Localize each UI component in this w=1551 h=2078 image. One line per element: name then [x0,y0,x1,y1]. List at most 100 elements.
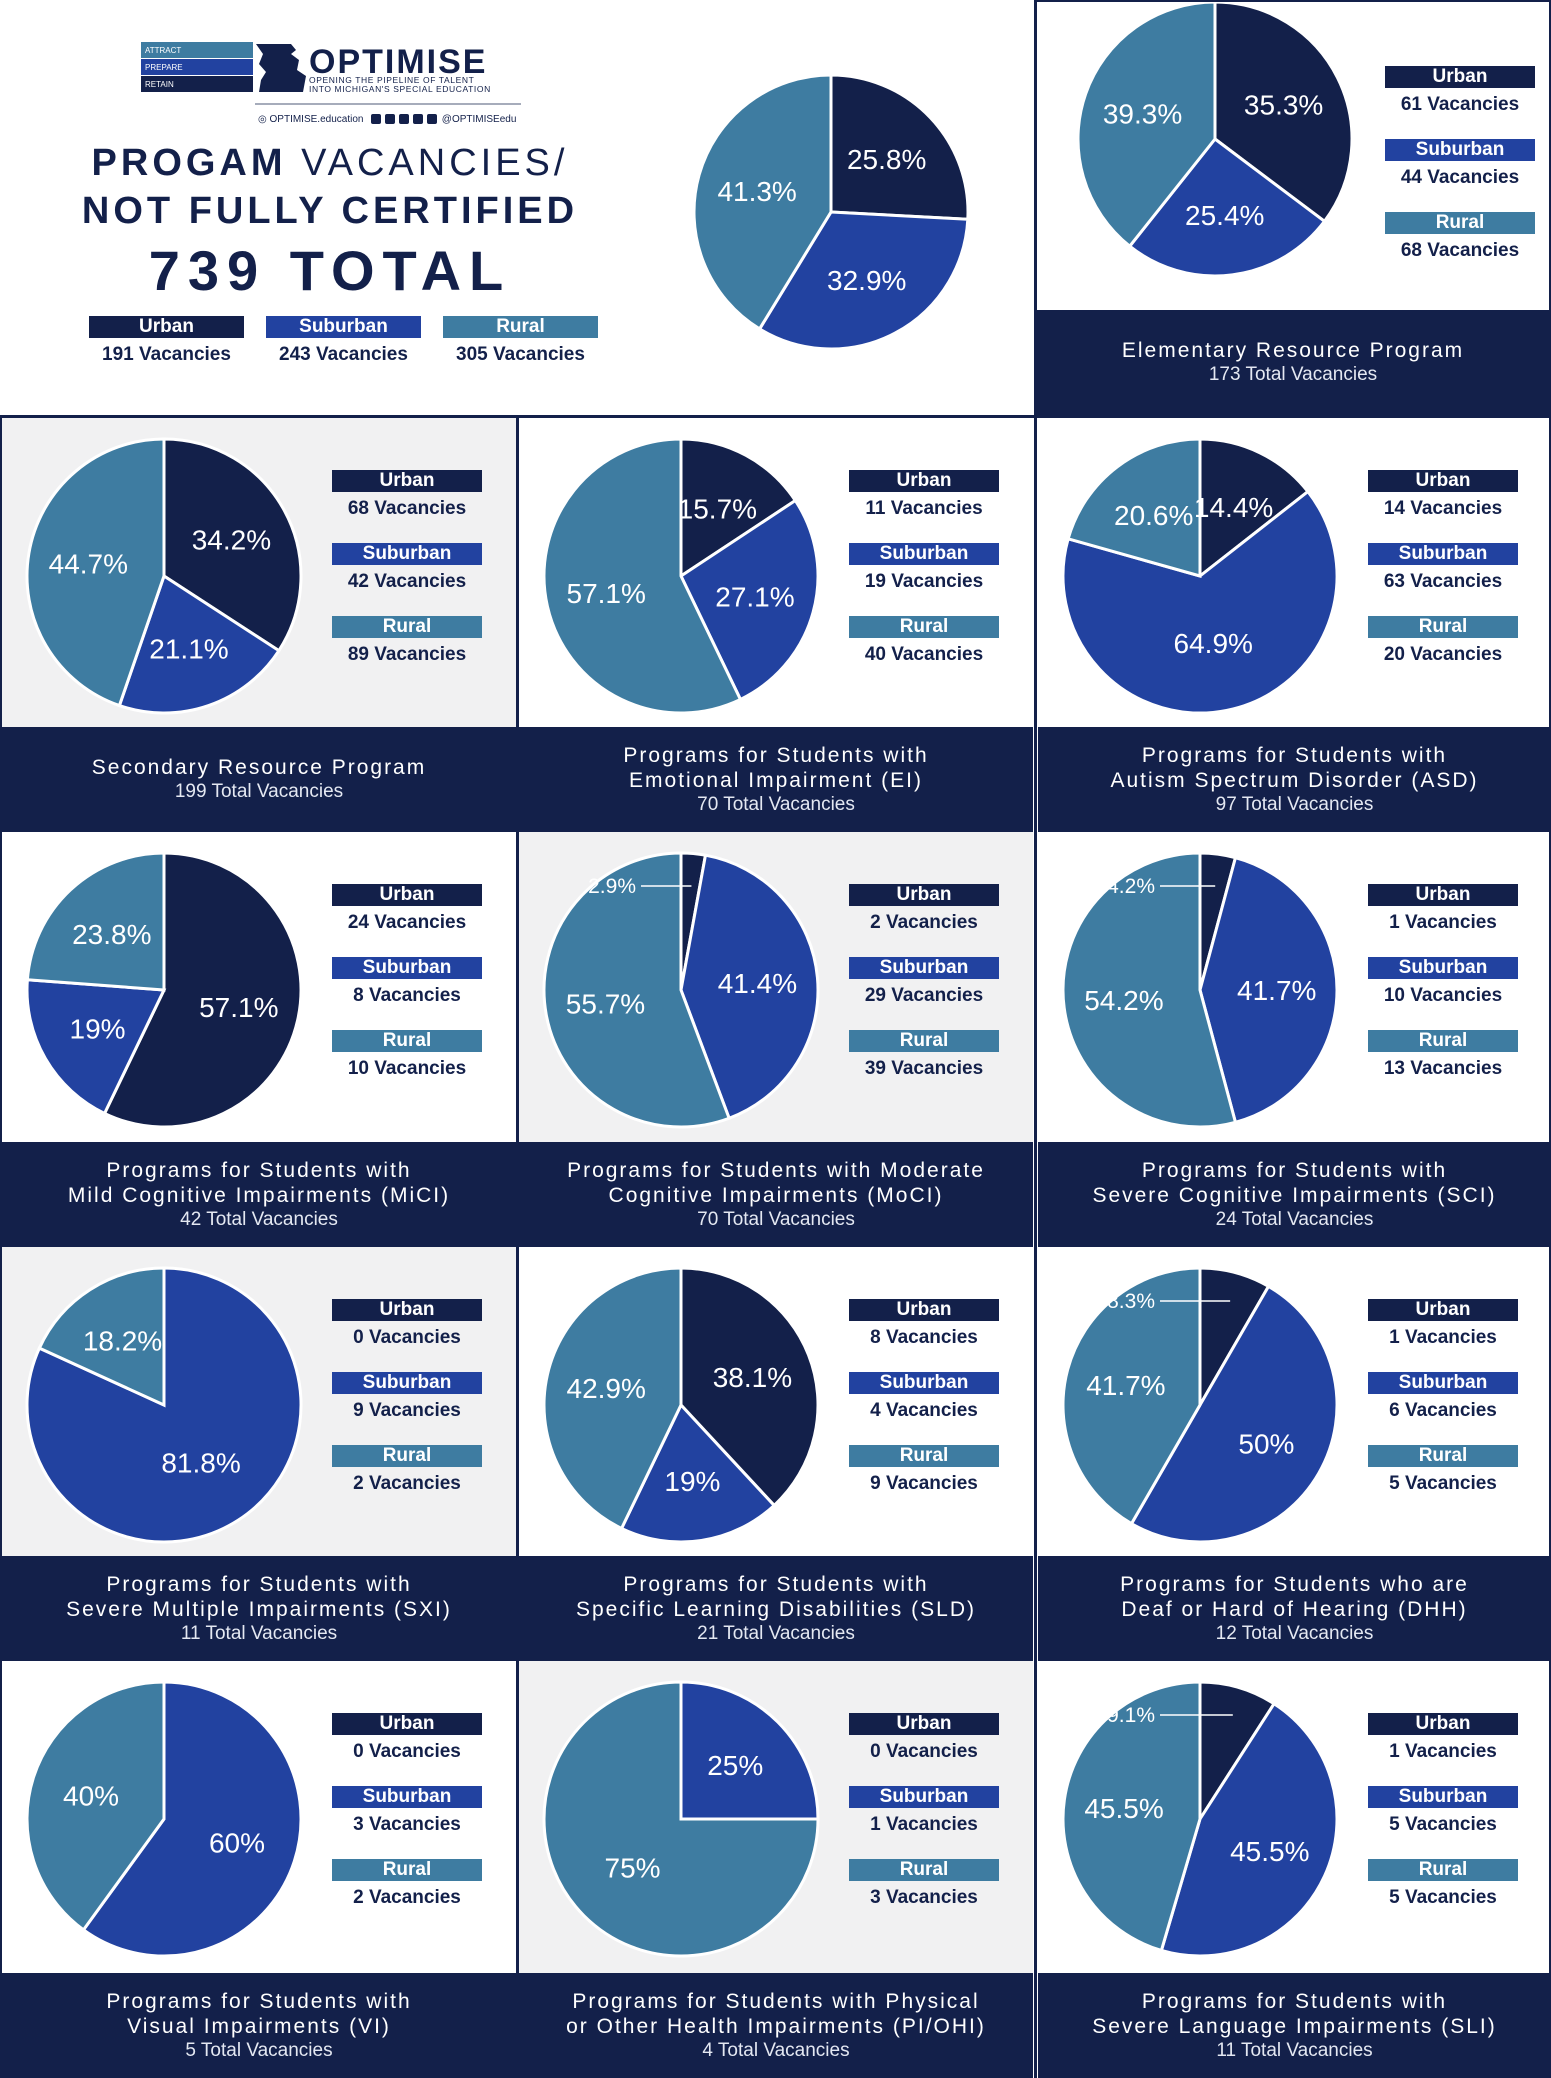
pie-slice-rural [25,851,166,992]
social-handle[interactable]: @OPTIMISEedu [441,114,517,125]
header-legend-rural: Rural 305 Vacancies [443,316,598,366]
pie-slice-urban [1198,1680,1277,1825]
legend-count: 9 Vacancies [353,1400,461,1421]
tiktok-icon[interactable] [413,114,424,125]
legend: Urban 24 Vacancies Suburban 8 Vacancies Rura… [332,884,482,1103]
chart-footer: Secondary Resource Program 199 Total Vaca… [2,727,516,832]
optimise-logo: ATTRACT PREPARE RETAIN OPTIMISE OPENING … [141,42,521,105]
chart-total: 21 Total Vacancies [697,1622,855,1644]
slice-label-rural: 45.5% [1084,1793,1163,1824]
legend-badge: Suburban [332,957,482,979]
slice-label-rural: 40% [63,1780,119,1811]
pie-slice-urban [1213,2,1354,224]
legend-count: 42 Vacancies [347,571,467,592]
legend-badge: Urban [1368,884,1518,906]
slice-label-rural: 23.8% [72,919,151,950]
chart-panel-overall: 25.8% 32.9% 41.3% [650,60,1034,415]
legend: Urban 68 Vacancies Suburban 42 Vacancies Rur… [332,470,482,689]
legend-item-rural: Rural 3 Vacancies [849,1859,999,1909]
legend-item-urban: Urban 11 Vacancies [849,470,999,520]
legend-badge: Suburban [332,1786,482,1808]
chart-total: 11 Total Vacancies [180,1622,338,1644]
legend: Urban 61 Vacancies Suburban 44 Vacancies Rur… [1385,66,1535,285]
youtube-icon[interactable] [427,114,438,125]
pie-slice-suburban [1129,1284,1339,1544]
pie-chart-pi_ohi: 25% 75% [542,1680,820,1958]
slice-label-rural: 55.7% [566,989,645,1020]
pie-slice-rural [25,1680,166,1932]
pie-slice-suburban [25,1266,303,1544]
legend-badge: Urban [1368,470,1518,492]
chart-footer: Programs for Students with Severe Cognit… [1038,1142,1551,1247]
pie-slice-suburban [679,1680,820,1821]
instagram-icon[interactable] [385,114,396,125]
legend-badge: Rural [1368,1030,1518,1052]
legend-count: 10 Vacancies [1383,985,1503,1006]
slice-label-rural: 18.2% [83,1325,162,1356]
website-link[interactable]: OPTIMISE.education [269,114,364,125]
legend-badge: Rural [332,1030,482,1052]
legend-count: 61 Vacancies [1400,94,1520,115]
legend-count: 5 Vacancies [1389,1887,1497,1908]
legend-item-suburban: Suburban 5 Vacancies [1368,1786,1518,1836]
legend-count: 4 Vacancies [870,1400,978,1421]
pie-chart-dhh: 8.3% 50% 41.7% [1061,1266,1339,1544]
chart-panel-mici: 57.1% 19% 23.8% Urban 24 Vacancies Suburban 8 … [2,832,516,1247]
chart-title: Programs for Students with Emotional Imp… [623,743,929,792]
pie-chart-sxi: 81.8% 18.2% [25,1266,303,1544]
legend-item-urban: Urban 68 Vacancies [332,470,482,520]
slice-label-rural: 20.6% [1114,500,1193,531]
legend-badge: Urban [332,884,482,906]
legend-badge: Rural [1368,1859,1518,1881]
chart-footer: Programs for Students with Severe Multip… [2,1556,516,1661]
pie-slice-rural [1066,437,1202,578]
slice-label-urban: 4.2% [1107,875,1155,898]
legend-badge: Urban [332,470,482,492]
legend-count: 2 Vacancies [353,1887,461,1908]
chart-footer: Elementary Resource Program 173 Total Vac… [1037,310,1549,415]
legend-count: 243 Vacancies [279,344,408,365]
chart-total: 4 Total Vacancies [702,2039,850,2061]
legend-item-urban: Urban 2 Vacancies [849,884,999,934]
slice-label-suburban: 41.7% [1237,975,1316,1006]
legend-item-suburban: Suburban 8 Vacancies [332,957,482,1007]
chart-panel-moci: 2.9% 41.4% 55.7% Urban 2 Vacancies Suburban 29… [519,832,1033,1247]
legend-item-suburban: Suburban 29 Vacancies [849,957,999,1007]
slice-label-suburban: 60% [209,1828,265,1859]
legend: Urban 1 Vacancies Suburban 5 Vacancies Rural… [1368,1713,1518,1932]
legend-badge: Suburban [849,957,999,979]
linkedin-icon[interactable] [399,114,410,125]
slice-label-rural: 54.2% [1084,985,1163,1016]
pie-chart-mici: 57.1% 19% 23.8% [25,851,303,1129]
chart-panel-secondary: 34.2% 21.1% 44.7% Urban 68 Vacancies Suburban… [2,418,516,832]
legend-badge: Suburban [849,1372,999,1394]
legend: Urban 11 Vacancies Suburban 19 Vacancies Rur… [849,470,999,689]
pie-slice-rural [1061,851,1238,1129]
legend-badge: Urban [849,1713,999,1735]
legend-item-rural: Rural 89 Vacancies [332,616,482,666]
legend-badge: Urban [849,1299,999,1321]
chart-title: Programs for Students with Severe Langua… [1092,1989,1497,2038]
slice-label-suburban: 19% [70,1013,126,1044]
chart-panel-sxi: 81.8% 18.2% Urban 0 Vacancies Suburban 9 Vaca… [2,1247,516,1661]
pie-slice-rural [542,1680,820,1958]
pie-slice-suburban [81,1680,303,1958]
facebook-icon[interactable] [371,114,382,125]
chart-total: 11 Total Vacancies [1216,2039,1373,2061]
legend-badge: Suburban [849,1786,999,1808]
legend: Urban 0 Vacancies Suburban 9 Vacancies Rural… [332,1299,482,1518]
legend-count: 8 Vacancies [353,985,461,1006]
legend-badge: Rural [849,616,999,638]
pie-slice-rural [1076,2,1217,249]
slice-label-urban: 9.1% [1107,1704,1155,1727]
chart-total: 199 Total Vacancies [174,781,344,802]
legend-count: 2 Vacancies [870,912,978,933]
legend-item-suburban: Suburban 3 Vacancies [332,1786,482,1836]
pie-slice-suburban [1159,1701,1339,1958]
pie-slice-rural [37,1266,166,1408]
legend-count: 44 Vacancies [1400,167,1520,188]
chart-title: Programs for Students with Physical or O… [566,1989,986,2038]
chart-title: Elementary Resource Program [1121,339,1465,362]
chart-title: Programs for Students with Autism Spectr… [1110,743,1479,792]
page-title: PROGAM VACANCIES/ [30,142,630,185]
